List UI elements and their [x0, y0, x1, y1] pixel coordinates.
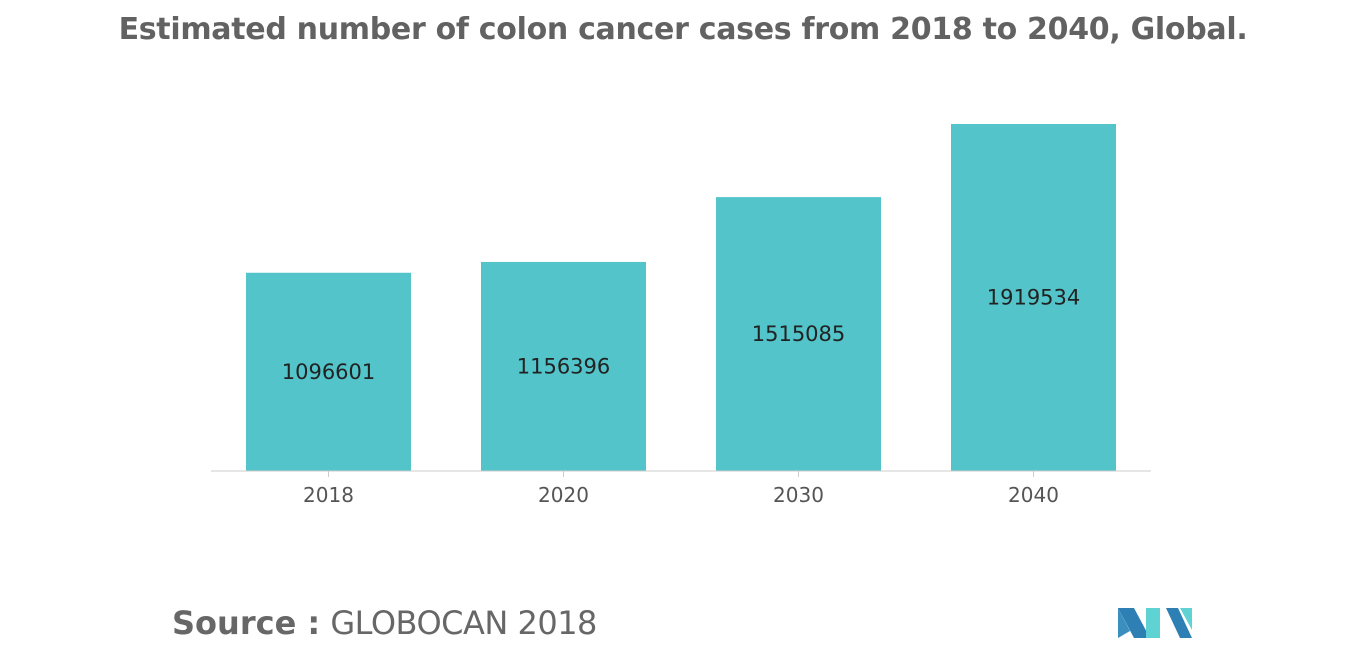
bars-group — [246, 124, 1116, 472]
bar-2040 — [951, 124, 1116, 471]
bar-value-label-2030: 1515085 — [752, 322, 846, 346]
bar-value-label-2018: 1096601 — [282, 360, 376, 384]
bar-value-label-2040: 1919534 — [987, 286, 1081, 310]
bar-2018 — [246, 272, 411, 471]
x-tick-label-2018: 2018 — [303, 483, 354, 507]
bar-2030 — [716, 197, 881, 472]
bar-value-labels: 1096601 1156396 1515085 1919534 — [282, 286, 1081, 384]
x-tick-label-2030: 2030 — [773, 483, 824, 507]
x-tick-label-2040: 2040 — [1008, 483, 1059, 507]
bar-2020 — [481, 261, 646, 471]
x-axis-tick-labels: 2018 2020 2030 2040 — [303, 483, 1059, 507]
source-note: Source : GLOBOCAN 2018 — [172, 604, 597, 642]
x-axis-ticks — [328, 471, 1034, 477]
mordor-intelligence-logo-icon — [1118, 608, 1192, 638]
source-value: GLOBOCAN 2018 — [330, 604, 597, 642]
bar-value-label-2020: 1156396 — [517, 354, 611, 378]
chart-title: Estimated number of colon cancer cases f… — [118, 12, 1248, 47]
source-label: Source : — [172, 604, 321, 642]
x-tick-label-2020: 2020 — [538, 483, 589, 507]
